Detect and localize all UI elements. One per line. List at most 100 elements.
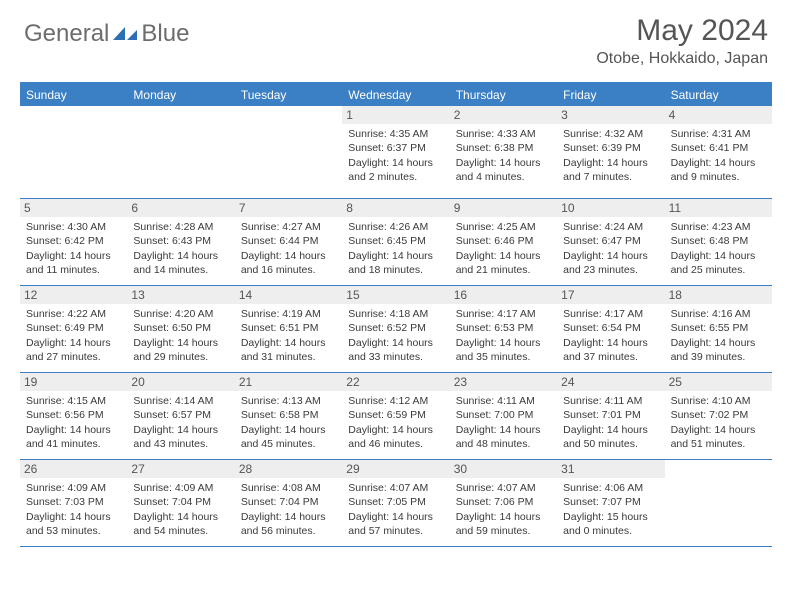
day-number: 25 [665,373,772,391]
weeks-container: ...1Sunrise: 4:35 AMSunset: 6:37 PMDayli… [20,106,772,547]
day-number: 29 [342,460,449,478]
day-cell: 25Sunrise: 4:10 AMSunset: 7:02 PMDayligh… [665,373,772,459]
day-number: 9 [450,199,557,217]
day-cell: 12Sunrise: 4:22 AMSunset: 6:49 PMDayligh… [20,286,127,372]
sunrise-line: Sunrise: 4:08 AM [241,481,336,495]
day-cell: 2Sunrise: 4:33 AMSunset: 6:38 PMDaylight… [450,106,557,198]
sunrise-line: Sunrise: 4:24 AM [563,220,658,234]
week-row: ...1Sunrise: 4:35 AMSunset: 6:37 PMDayli… [20,106,772,199]
daylight-line: Daylight: 14 hours and 14 minutes. [133,249,228,277]
day-number: 12 [20,286,127,304]
daylight-line: Daylight: 14 hours and 25 minutes. [671,249,766,277]
daylight-line: Daylight: 14 hours and 9 minutes. [671,156,766,184]
sunrise-line: Sunrise: 4:13 AM [241,394,336,408]
day-number: 1 [342,106,449,124]
day-number: 21 [235,373,342,391]
daylight-line: Daylight: 14 hours and 4 minutes. [456,156,551,184]
day-cell: 4Sunrise: 4:31 AMSunset: 6:41 PMDaylight… [665,106,772,198]
empty-cell: . [235,106,342,198]
daylight-line: Daylight: 14 hours and 16 minutes. [241,249,336,277]
weekday-header: Friday [557,84,664,106]
daylight-line: Daylight: 14 hours and 43 minutes. [133,423,228,451]
day-cell: 24Sunrise: 4:11 AMSunset: 7:01 PMDayligh… [557,373,664,459]
sunset-line: Sunset: 6:37 PM [348,141,443,155]
weekday-header: Sunday [20,84,127,106]
daylight-line: Daylight: 14 hours and 21 minutes. [456,249,551,277]
day-number: 20 [127,373,234,391]
day-number: 28 [235,460,342,478]
sunrise-line: Sunrise: 4:16 AM [671,307,766,321]
sunrise-line: Sunrise: 4:15 AM [26,394,121,408]
day-cell: 7Sunrise: 4:27 AMSunset: 6:44 PMDaylight… [235,199,342,285]
sunrise-line: Sunrise: 4:11 AM [456,394,551,408]
weekday-row: SundayMondayTuesdayWednesdayThursdayFrid… [20,84,772,106]
day-number: 4 [665,106,772,124]
day-cell: 1 Sunrise: 4:35 AMSunset: 6:37 PMDaylight… [342,106,449,198]
daylight-line: Daylight: 14 hours and 11 minutes. [26,249,121,277]
daylight-line: Daylight: 14 hours and 54 minutes. [133,510,228,538]
day-cell: 9 Sunrise: 4:25 AMSunset: 6:46 PMDaylight… [450,199,557,285]
day-cell: 30 Sunrise: 4:07 AMSunset: 7:06 PMDayligh… [450,460,557,546]
sunset-line: Sunset: 6:49 PM [26,321,121,335]
sunrise-line: Sunrise: 4:35 AM [348,127,443,141]
sunrise-line: Sunrise: 4:18 AM [348,307,443,321]
day-cell: 10Sunrise: 4:24 AMSunset: 6:47 PMDayligh… [557,199,664,285]
sunrise-line: Sunrise: 4:09 AM [133,481,228,495]
daylight-line: Daylight: 14 hours and 37 minutes. [563,336,658,364]
daylight-line: Daylight: 14 hours and 27 minutes. [26,336,121,364]
day-number: 13 [127,286,234,304]
day-cell: 18Sunrise: 4:16 AMSunset: 6:55 PMDayligh… [665,286,772,372]
daylight-line: Daylight: 14 hours and 48 minutes. [456,423,551,451]
sunrise-line: Sunrise: 4:17 AM [456,307,551,321]
calendar: SundayMondayTuesdayWednesdayThursdayFrid… [20,82,772,547]
sunrise-line: Sunrise: 4:11 AM [563,394,658,408]
day-number: 31 [557,460,664,478]
day-number: 19 [20,373,127,391]
sunset-line: Sunset: 6:57 PM [133,408,228,422]
daylight-line: Daylight: 15 hours and 0 minutes. [563,510,658,538]
sunset-line: Sunset: 7:06 PM [456,495,551,509]
empty-cell: . [665,460,772,546]
sunset-line: Sunset: 6:42 PM [26,234,121,248]
sunrise-line: Sunrise: 4:07 AM [456,481,551,495]
sunset-line: Sunset: 7:05 PM [348,495,443,509]
day-cell: 26Sunrise: 4:09 AMSunset: 7:03 PMDayligh… [20,460,127,546]
daylight-line: Daylight: 14 hours and 33 minutes. [348,336,443,364]
day-number: 3 [557,106,664,124]
day-number: 30 [450,460,557,478]
sunrise-line: Sunrise: 4:33 AM [456,127,551,141]
day-number: 23 [450,373,557,391]
sunset-line: Sunset: 6:46 PM [456,234,551,248]
day-cell: 28Sunrise: 4:08 AMSunset: 7:04 PMDayligh… [235,460,342,546]
sunset-line: Sunset: 6:45 PM [348,234,443,248]
day-cell: 11Sunrise: 4:23 AMSunset: 6:48 PMDayligh… [665,199,772,285]
sunset-line: Sunset: 6:41 PM [671,141,766,155]
day-cell: 16Sunrise: 4:17 AMSunset: 6:53 PMDayligh… [450,286,557,372]
day-cell: 22Sunrise: 4:12 AMSunset: 6:59 PMDayligh… [342,373,449,459]
day-cell: 27Sunrise: 4:09 AMSunset: 7:04 PMDayligh… [127,460,234,546]
daylight-line: Daylight: 14 hours and 2 minutes. [348,156,443,184]
day-number: 14 [235,286,342,304]
sunrise-line: Sunrise: 4:09 AM [26,481,121,495]
day-number: 17 [557,286,664,304]
sunrise-line: Sunrise: 4:25 AM [456,220,551,234]
header: General Blue May 2024 Otobe, Hokkaido, J… [0,0,792,74]
week-row: 5Sunrise: 4:30 AMSunset: 6:42 PMDaylight… [20,199,772,286]
day-number: 11 [665,199,772,217]
sunset-line: Sunset: 6:48 PM [671,234,766,248]
day-cell: 23Sunrise: 4:11 AMSunset: 7:00 PMDayligh… [450,373,557,459]
empty-cell: . [20,106,127,198]
sunrise-line: Sunrise: 4:27 AM [241,220,336,234]
day-cell: 20Sunrise: 4:14 AMSunset: 6:57 PMDayligh… [127,373,234,459]
daylight-line: Daylight: 14 hours and 59 minutes. [456,510,551,538]
day-number: 10 [557,199,664,217]
sunset-line: Sunset: 7:07 PM [563,495,658,509]
week-row: 19Sunrise: 4:15 AMSunset: 6:56 PMDayligh… [20,373,772,460]
empty-cell: . [127,106,234,198]
sunset-line: Sunset: 6:38 PM [456,141,551,155]
day-number: 24 [557,373,664,391]
sunset-line: Sunset: 6:54 PM [563,321,658,335]
day-cell: 17Sunrise: 4:17 AMSunset: 6:54 PMDayligh… [557,286,664,372]
week-row: 12Sunrise: 4:22 AMSunset: 6:49 PMDayligh… [20,286,772,373]
sunrise-line: Sunrise: 4:07 AM [348,481,443,495]
